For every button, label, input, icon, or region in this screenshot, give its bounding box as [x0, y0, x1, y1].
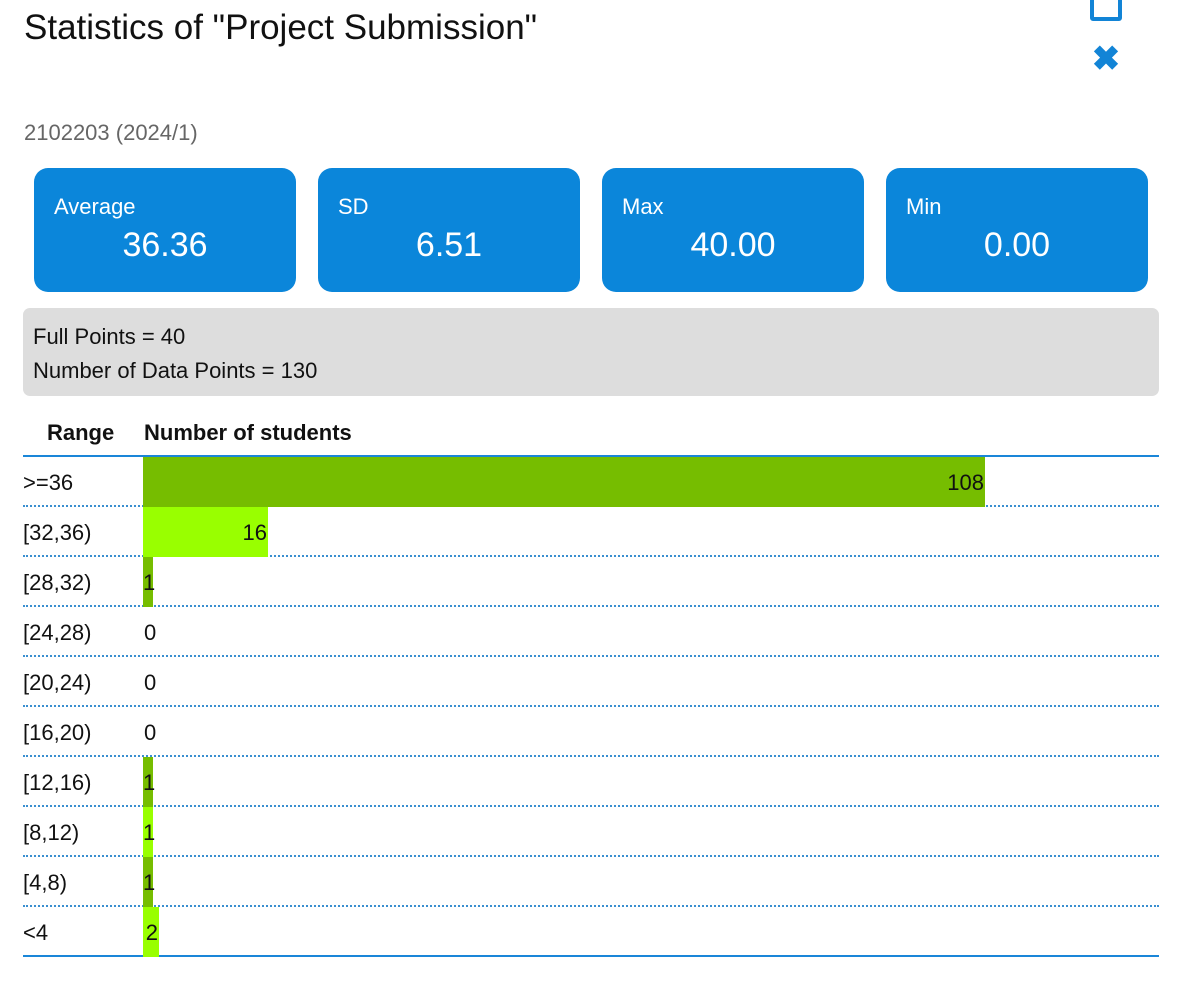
histogram-bar [143, 507, 268, 557]
histogram-bar [143, 807, 153, 857]
count-label: 2 [145, 920, 158, 945]
count-label: 1 [143, 820, 156, 845]
table-row: [12,16) 1 [23, 757, 1159, 807]
info-panel: Full Points = 40 Number of Data Points =… [23, 308, 1159, 396]
histogram-bar [143, 457, 985, 507]
stat-card-average: Average 36.36 [34, 168, 296, 292]
table-row: [4,8) 1 [23, 857, 1159, 907]
table-row: [24,28) 0 [23, 607, 1159, 657]
table-row: <4 2 [23, 907, 1159, 957]
range-label: [4,8) [23, 870, 68, 895]
stat-value: 36.36 [122, 226, 208, 264]
course-code: 2102203 (2024/1) [24, 120, 198, 145]
table-row: [8,12) 1 [23, 807, 1159, 857]
stat-value: 40.00 [690, 226, 776, 264]
maximize-button[interactable] [1086, 0, 1126, 24]
distribution-table: Range Number of students >=36 108 [32,36) 1… [23, 412, 1159, 957]
stat-label: Average [54, 194, 136, 219]
count-label: 1 [143, 870, 156, 895]
count-header: Number of students [144, 420, 352, 445]
histogram-bar [143, 557, 153, 607]
range-label: <4 [23, 920, 49, 945]
count-label: 0 [144, 620, 157, 645]
stat-label: Min [906, 194, 942, 219]
stat-value: 6.51 [415, 226, 483, 264]
range-label: [20,24) [23, 670, 92, 695]
count-label: 108 [947, 470, 984, 495]
range-label: >=36 [23, 470, 74, 495]
range-header: Range [47, 420, 115, 445]
table-row: [20,24) 0 [23, 657, 1159, 707]
data-points-text: Number of Data Points = 130 [33, 358, 318, 383]
range-label: [8,12) [23, 820, 80, 845]
maximize-icon [1090, 0, 1122, 21]
page-title: Statistics of "Project Submission" [24, 8, 538, 47]
count-label: 1 [143, 770, 156, 795]
stat-card-sd: SD 6.51 [318, 168, 580, 292]
histogram-bar [143, 907, 159, 957]
close-button[interactable]: ✖ [1086, 42, 1126, 76]
count-label: 0 [144, 670, 157, 695]
table-row: [32,36) 16 [23, 507, 1159, 557]
stat-value: 0.00 [983, 226, 1051, 264]
count-label: 16 [242, 520, 267, 545]
range-label: [28,32) [23, 570, 92, 595]
full-points-text: Full Points = 40 [33, 324, 186, 349]
stat-card-max: Max 40.00 [602, 168, 864, 292]
count-label: 0 [144, 720, 157, 745]
table-body: >=36 108 [32,36) 16 [28,32) 1 [24,28) 0 [20,24) 0… [23, 457, 1159, 957]
stat-label: Max [622, 194, 664, 219]
stat-label: SD [338, 194, 369, 219]
histogram-bar [143, 757, 153, 807]
stat-card-min: Min 0.00 [886, 168, 1148, 292]
close-icon: ✖ [1091, 40, 1121, 78]
table-row: [16,20) 0 [23, 707, 1159, 757]
range-label: [32,36) [23, 520, 92, 545]
count-label: 1 [143, 570, 156, 595]
range-label: [12,16) [23, 770, 92, 795]
table-header: Range Number of students [23, 412, 1159, 457]
range-label: [16,20) [23, 720, 92, 745]
table-row: >=36 108 [23, 457, 1159, 507]
range-label: [24,28) [23, 620, 92, 645]
table-row: [28,32) 1 [23, 557, 1159, 607]
histogram-bar [143, 857, 153, 907]
